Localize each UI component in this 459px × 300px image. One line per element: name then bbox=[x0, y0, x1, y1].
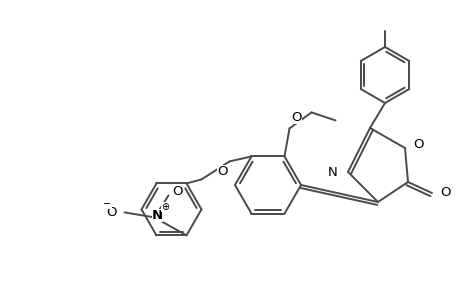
Text: O: O bbox=[291, 111, 302, 124]
Text: O: O bbox=[439, 187, 449, 200]
Text: O: O bbox=[412, 139, 423, 152]
Text: O: O bbox=[217, 165, 227, 178]
Text: −: − bbox=[103, 200, 112, 209]
Text: O: O bbox=[172, 185, 183, 198]
Text: O: O bbox=[106, 206, 116, 219]
Text: N: N bbox=[151, 209, 162, 222]
Text: ⊕: ⊕ bbox=[161, 202, 169, 212]
Text: N: N bbox=[328, 166, 337, 178]
